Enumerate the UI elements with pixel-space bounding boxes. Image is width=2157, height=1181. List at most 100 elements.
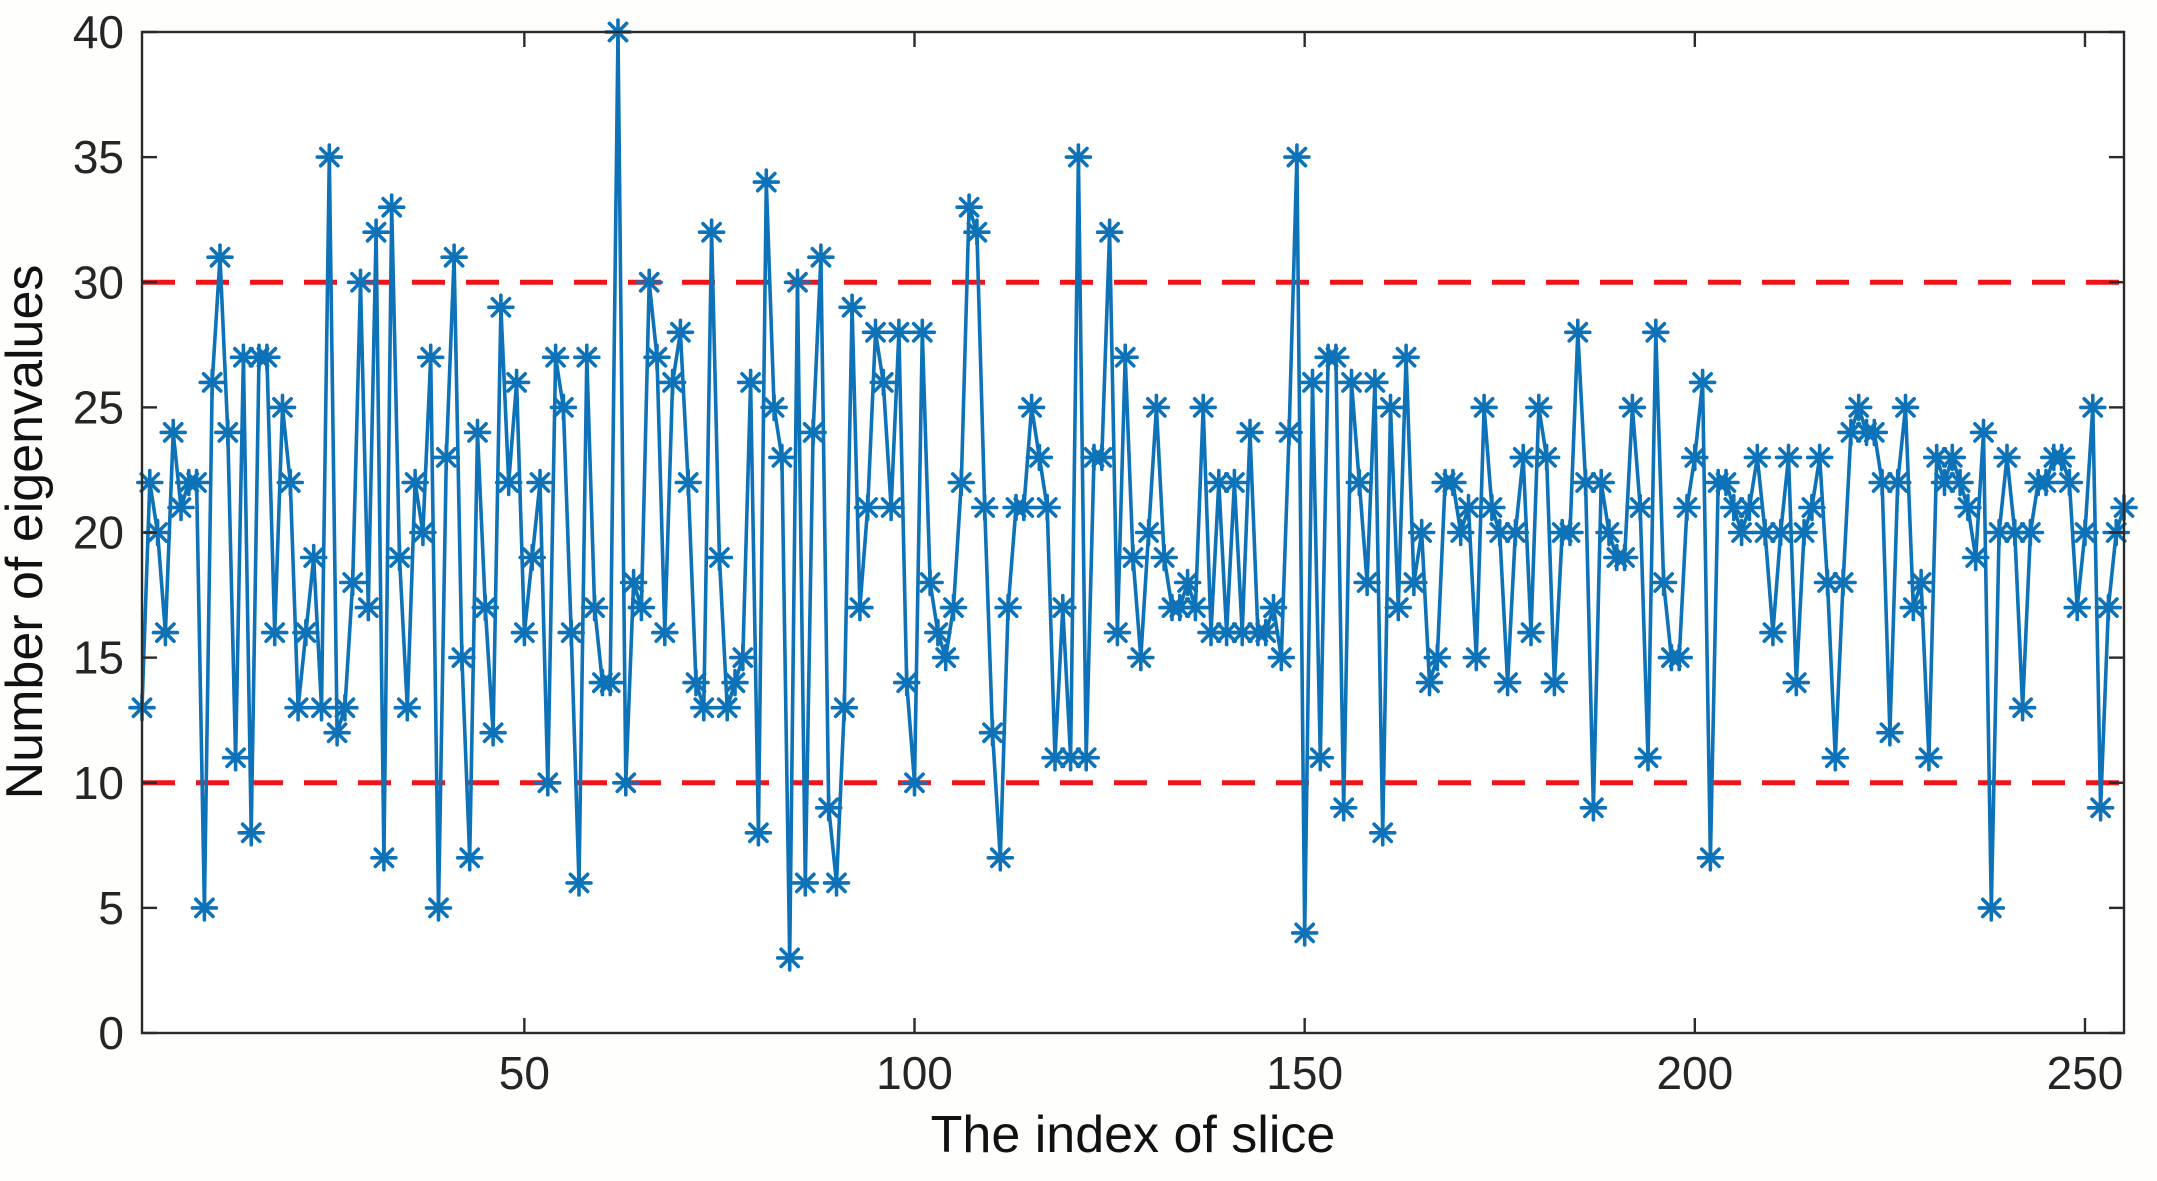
data-marker [1891,393,1920,422]
data-marker [978,718,1007,747]
data-marker [1743,443,1772,472]
data-marker [479,718,507,747]
data-marker [783,268,812,297]
data-marker [518,543,546,572]
data-marker [370,844,398,872]
data-marker [1454,493,1483,522]
data-marker [487,293,515,322]
data-marker [214,418,242,447]
data-marker [307,693,336,722]
data-marker [760,393,788,422]
data-marker [1267,643,1296,672]
data-marker [705,543,734,572]
data-marker [596,668,624,697]
data-marker [526,468,554,497]
data-marker [1688,368,1717,397]
data-marker [1493,668,1522,697]
data-marker [1049,593,1077,622]
data-markers [128,18,2138,972]
data-marker [1868,468,1896,497]
data-marker [986,844,1015,872]
data-marker [1501,518,1530,547]
data-marker [432,443,461,472]
data-marker [1384,593,1413,622]
data-marker [1095,218,1124,246]
data-marker [791,869,820,897]
data-marker [1642,318,1670,347]
data-marker [1696,844,1725,872]
data-marker [534,769,562,797]
data-marker [1774,443,1803,472]
data-marker [1251,618,1280,647]
data-marker [1142,393,1171,422]
x-tick-label: 200 [1656,1047,1733,1099]
data-marker [276,468,305,497]
data-marker [1985,518,2013,547]
data-marker [1993,443,2021,472]
data-marker [2079,393,2107,422]
data-marker [1205,468,1233,497]
data-marker [573,343,601,372]
data-marker [2063,593,2091,622]
data-marker [1275,418,1303,447]
y-tick-label: 0 [98,1007,124,1059]
data-marker [752,168,781,196]
y-tick-label: 20 [73,507,124,559]
data-marker [143,518,172,547]
data-marker [1166,593,1194,622]
data-marker [1634,743,1662,772]
data-marker [2008,693,2037,722]
data-marker [2086,794,2115,822]
data-marker [1173,568,1202,597]
data-marker [2001,518,2029,547]
data-marker [807,243,835,271]
data-marker [1899,593,1928,622]
data-marker [1673,493,1701,522]
data-marker [1134,518,1163,547]
data-marker [1056,743,1085,772]
data-marker [1782,668,1811,697]
data-marker [299,543,328,572]
data-marker [284,693,312,722]
data-marker [253,343,281,372]
data-marker [1837,418,1865,447]
y-axis-label: Number of eigenvalues [0,265,54,800]
data-marker [1790,518,1818,547]
data-marker [1259,593,1288,622]
data-marker [1033,493,1061,522]
data-marker [721,668,749,697]
data-marker [1361,368,1389,397]
data-marker [1876,718,1904,747]
data-marker [900,769,929,797]
data-marker [362,218,390,246]
data-marker [292,618,320,647]
data-marker [1400,568,1428,597]
data-marker [970,493,999,522]
data-marker [1907,568,1935,597]
data-marker [471,593,500,622]
y-tick-label: 10 [73,757,124,809]
data-marker [206,243,234,271]
y-tick-label: 35 [73,131,124,183]
data-marker [1322,343,1350,372]
data-marker [401,468,429,497]
data-marker [2032,468,2060,497]
data-marker [385,543,414,572]
data-marker [237,819,265,847]
data-marker [1439,468,1467,497]
data-marker [1759,618,1787,647]
data-marker [541,343,570,372]
data-marker [1712,468,1740,497]
data-marker [315,143,344,171]
data-marker [1610,543,1639,572]
data-marker [1587,468,1615,497]
data-marker [409,518,437,547]
data-marker [1517,618,1545,647]
data-marker [1298,368,1327,397]
data-marker [892,668,921,697]
data-marker [1813,568,1842,597]
data-marker [1329,794,1358,822]
data-marker [1571,468,1600,497]
data-marker [1017,393,1046,422]
